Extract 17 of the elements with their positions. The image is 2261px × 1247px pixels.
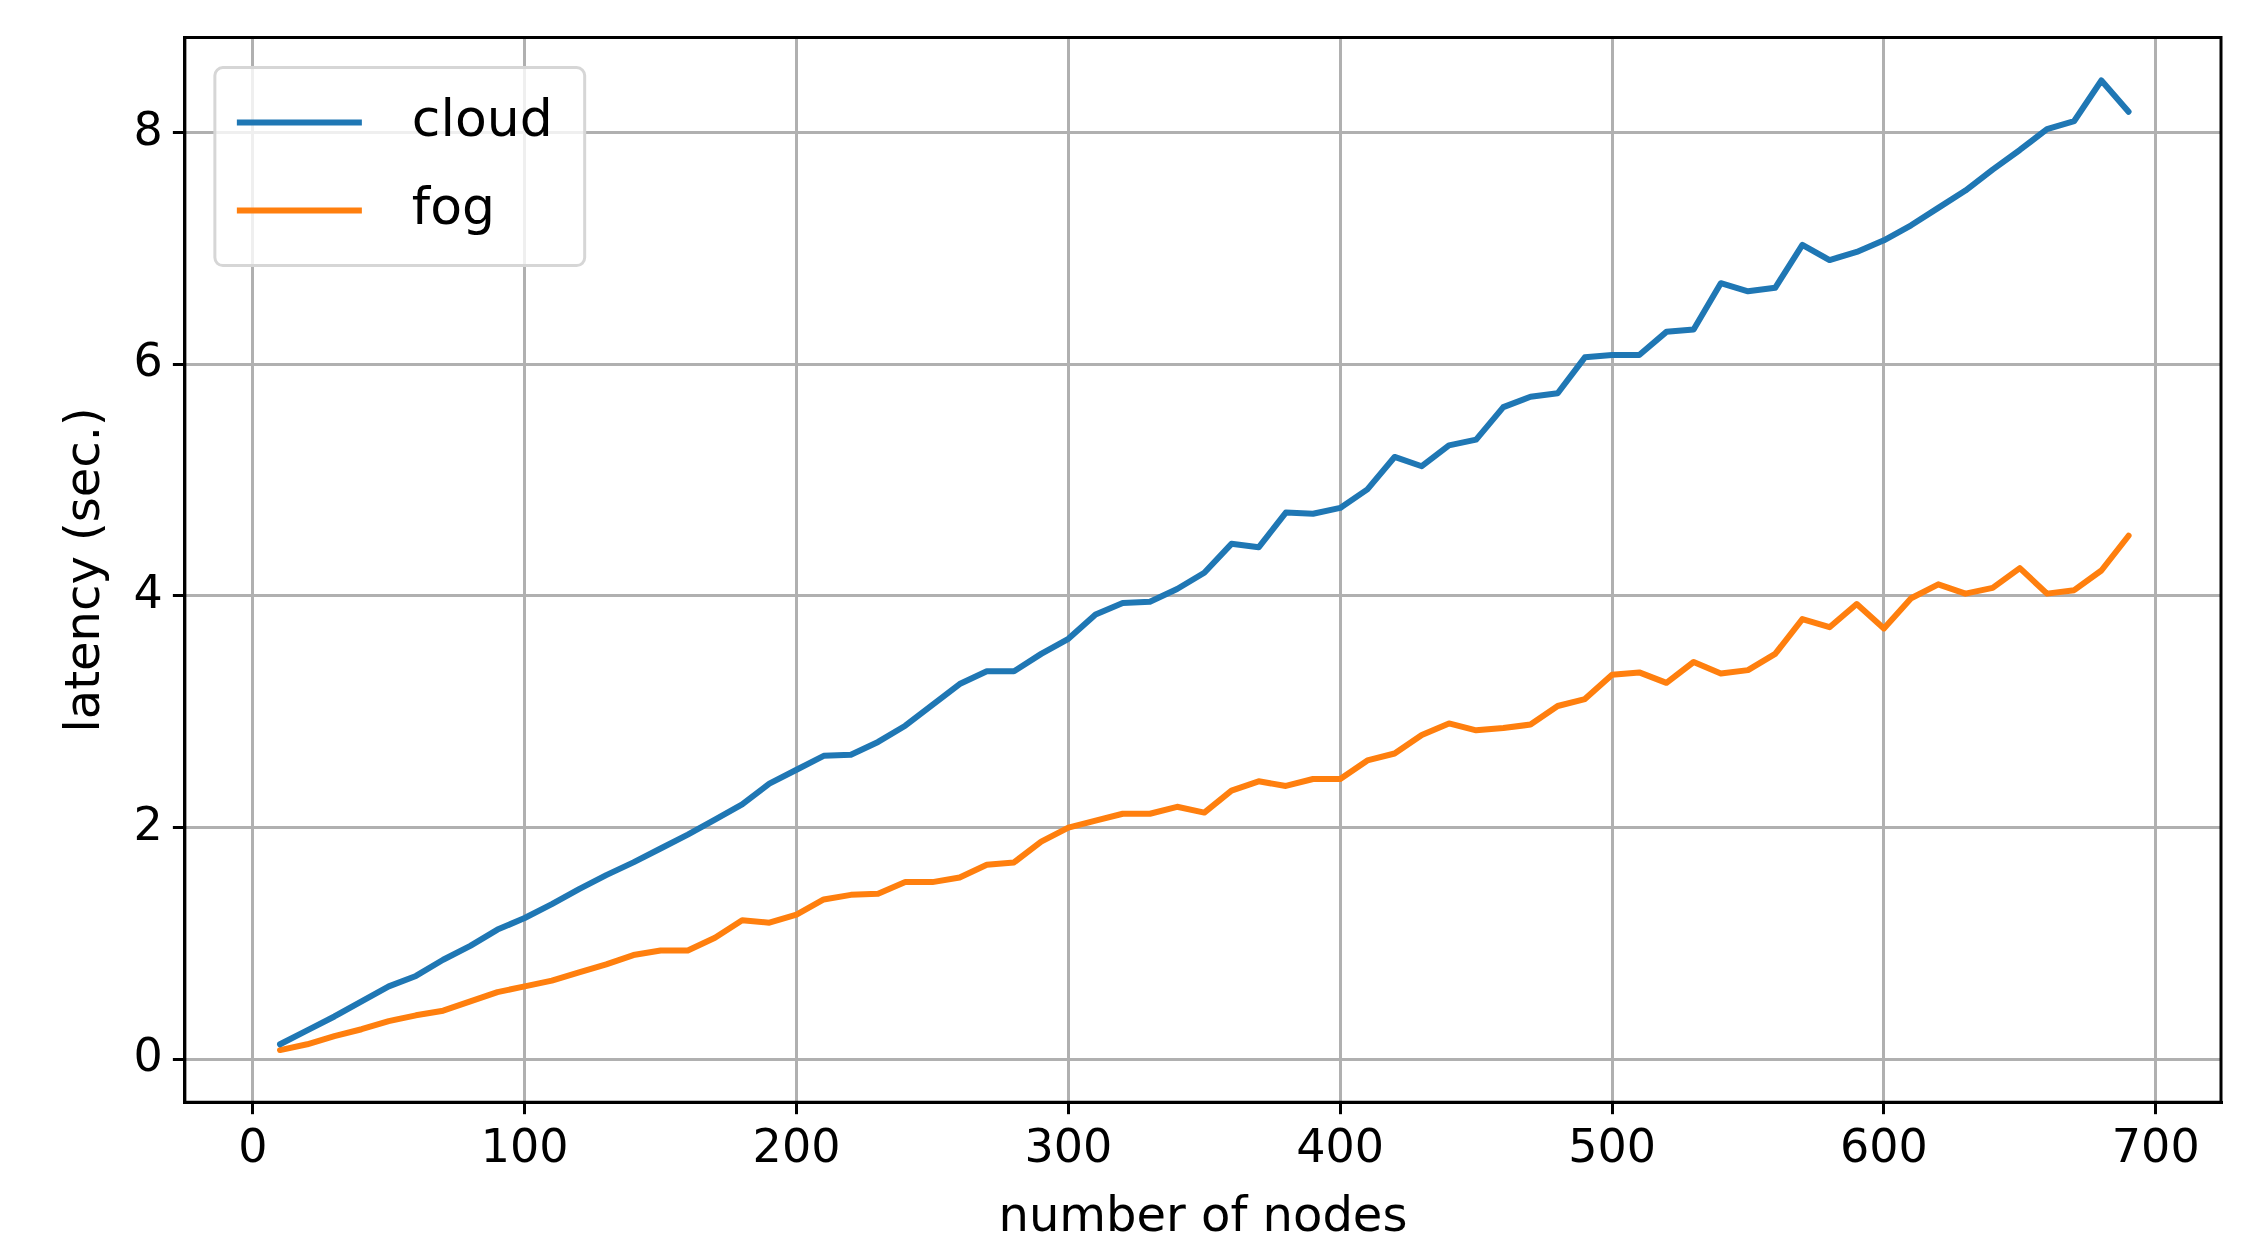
x-tick-label: 100 (480, 1118, 569, 1173)
x-axis-title: number of nodes (998, 1185, 1408, 1242)
y-tick-label: 6 (133, 333, 163, 388)
legend-label: fog (411, 176, 496, 237)
x-tick-label: 500 (1568, 1118, 1656, 1173)
y-axis-title: latency (sec.) (54, 407, 111, 733)
legend-label: cloud (411, 88, 553, 149)
y-tick-label: 2 (133, 796, 163, 851)
y-tick-label: 0 (133, 1028, 163, 1083)
x-tick-label: 700 (2111, 1118, 2200, 1173)
x-tick-label: 400 (1296, 1118, 1385, 1173)
x-tick-label: 0 (238, 1118, 268, 1173)
x-tick-label: 600 (1840, 1118, 1928, 1173)
x-tick-label: 200 (752, 1118, 841, 1173)
y-tick-label: 8 (133, 101, 163, 156)
y-tick-label: 4 (133, 564, 163, 619)
x-tick-label: 300 (1024, 1118, 1113, 1173)
